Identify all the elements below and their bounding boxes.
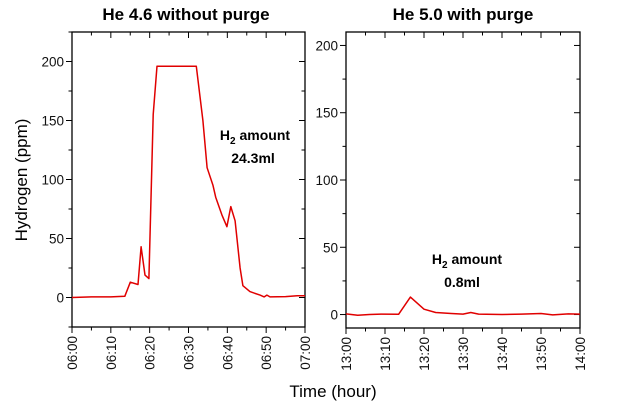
y-tick-label: 0: [56, 291, 64, 306]
data-line: [71, 65, 305, 299]
x-tick-label: 13:30: [456, 337, 471, 371]
x-tick-label: 13:40: [495, 337, 510, 371]
y-axis-label: Hydrogen (ppm): [12, 119, 31, 242]
x-tick-label: 06:10: [104, 336, 119, 370]
y-tick-label: 100: [315, 173, 338, 188]
x-tick-label: 06:40: [220, 336, 235, 370]
y-tick-label: 50: [49, 232, 64, 247]
y-tick-label: 200: [41, 55, 64, 70]
chart-title: He 4.6 without purge: [102, 5, 269, 24]
x-tick-label: 06:50: [259, 336, 274, 370]
annotation-subscript: 2: [230, 136, 236, 147]
panel-left: He 4.6 without purge 06:00 06:10 06:20 06:30…: [41, 5, 313, 370]
x-tick-label: 13:50: [534, 337, 549, 371]
chart-title: He 5.0 with purge: [393, 5, 534, 24]
x-tick-label: 06:00: [65, 336, 80, 370]
annotation-rest: amount: [236, 127, 291, 143]
x-tick-label: 14:00: [573, 337, 588, 371]
panel-right: He 5.0 with purge 13:00 13:10 13:20 13:30 13:…: [315, 5, 588, 371]
x-tick-label: 06:30: [182, 336, 197, 370]
x-tick-label: 13:10: [378, 337, 393, 371]
annotation-label: H2 amount: [220, 127, 290, 147]
y-tick-label: 50: [323, 240, 338, 255]
x-tick-label: 13:20: [417, 337, 432, 371]
y-tick-label: 200: [315, 38, 338, 53]
annotation-value: 0.8ml: [444, 274, 480, 290]
x-axis-label: Time (hour): [289, 382, 376, 401]
annotation-h: H: [220, 127, 230, 143]
annotation-value: 24.3ml: [231, 150, 275, 166]
x-tick-label: 13:00: [339, 337, 354, 371]
annotation-rest: amount: [448, 251, 503, 267]
x-tick-label: 06:20: [143, 336, 158, 370]
data-line: [345, 296, 581, 316]
x-tick-label: 07:00: [298, 336, 313, 370]
y-tick-label: 150: [315, 106, 338, 121]
y-tick-label: 150: [41, 114, 64, 129]
annotation-label: H2 amount: [432, 251, 502, 271]
y-tick-label: 100: [41, 173, 64, 188]
annotation-subscript: 2: [442, 260, 448, 271]
plot-frame: [71, 31, 306, 328]
y-tick-label: 0: [330, 308, 338, 323]
annotation-h: H: [432, 251, 442, 267]
